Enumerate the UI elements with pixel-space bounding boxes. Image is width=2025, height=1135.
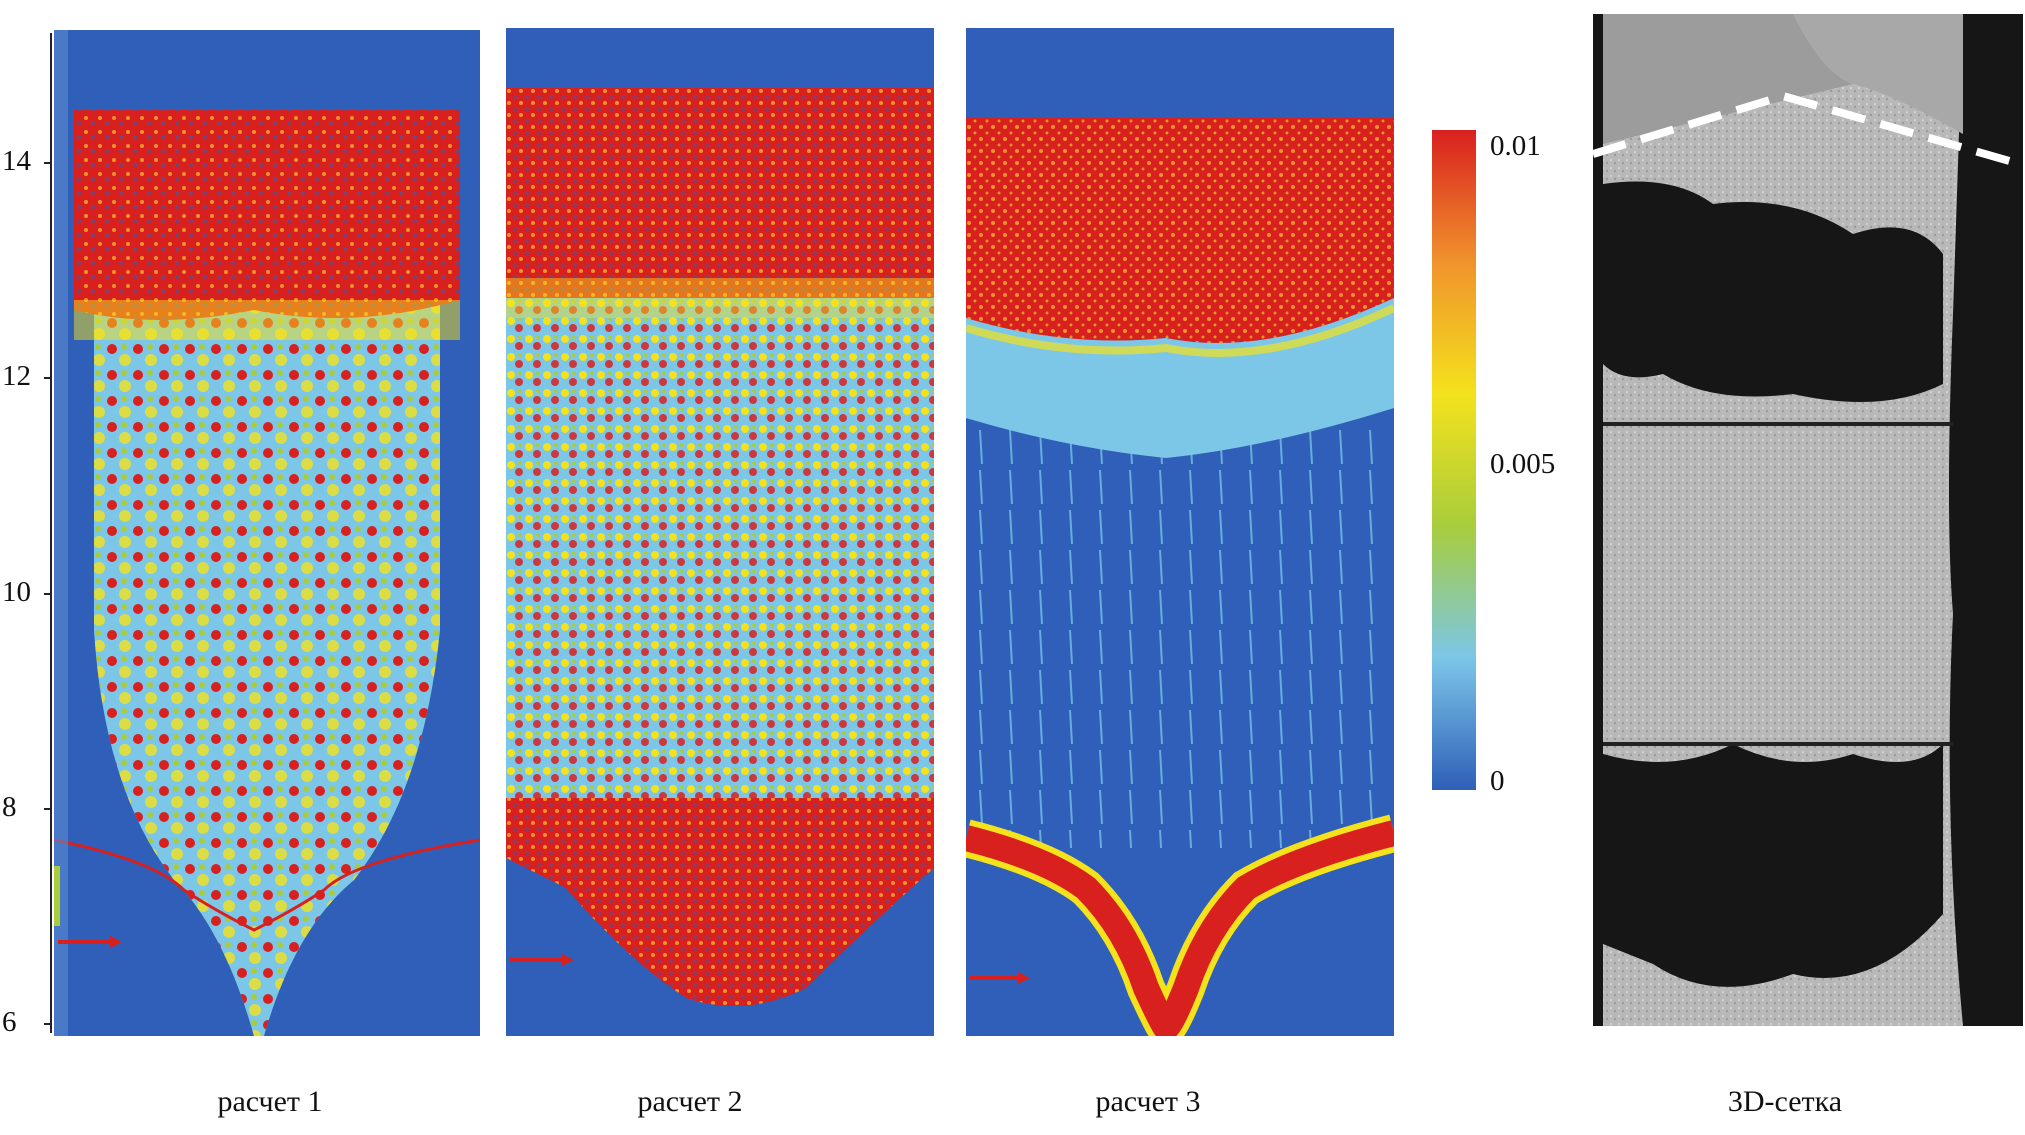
y-tick-label: 8 [2, 791, 17, 823]
colorbar [1432, 130, 1476, 790]
simulation-panel-1 [54, 30, 480, 1036]
colorbar-min-label: 0 [1490, 765, 1505, 797]
panel-caption-2: расчет 2 [637, 1085, 743, 1118]
y-axis-mark [44, 1023, 52, 1025]
panel-caption-4: 3D-сетка [1727, 1085, 1843, 1118]
panel-caption-1: расчет 1 [217, 1085, 323, 1118]
simulation-panel-2 [506, 28, 934, 1036]
y-axis-mark [44, 808, 52, 810]
simulation-panel-3 [966, 28, 1394, 1036]
y-axis-mark [44, 162, 52, 164]
y-tick-label: 14 [2, 145, 31, 177]
y-tick-label: 12 [2, 360, 31, 392]
y-axis-mark [44, 593, 52, 595]
y-tick-label: 6 [2, 1006, 17, 1038]
panel-caption-3: расчет 3 [1095, 1085, 1201, 1118]
y-axis-line [50, 33, 52, 1033]
y-axis-mark [44, 377, 52, 379]
experiment-photo-panel [1593, 14, 2023, 1026]
colorbar-mid-label: 0.005 [1490, 448, 1556, 480]
y-tick-label: 10 [2, 576, 31, 608]
colorbar-max-label: 0.01 [1490, 130, 1541, 162]
